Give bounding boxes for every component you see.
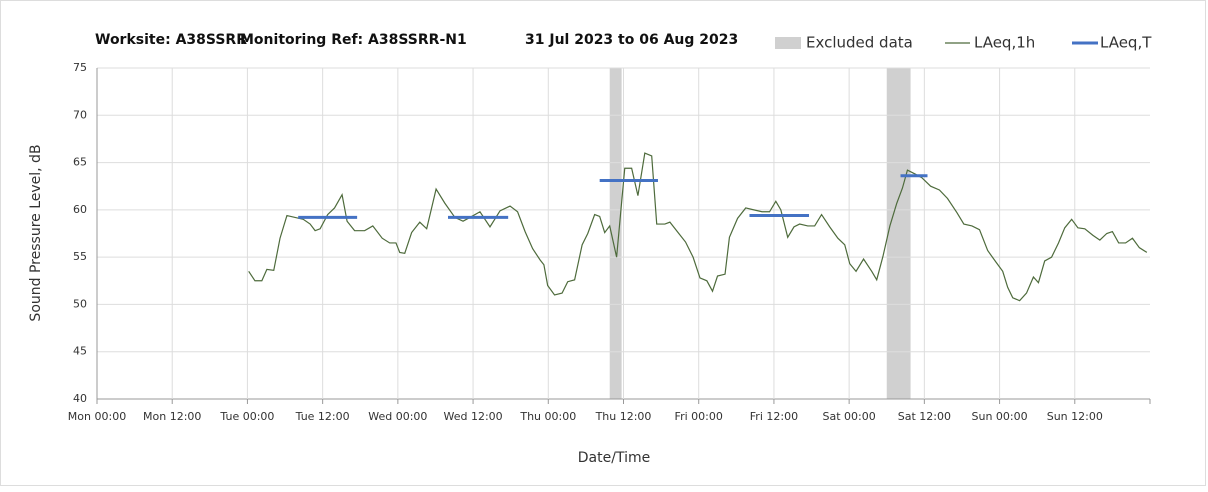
x-tick-label: Fri 12:00	[750, 410, 798, 423]
laeq-t-line	[298, 174, 928, 219]
title-worksite: Worksite: A38SSRR	[95, 32, 247, 48]
x-tick-label: Fri 00:00	[675, 410, 723, 423]
legend-swatch	[775, 37, 801, 49]
y-axis-label: Sound Pressure Level, dB	[28, 144, 44, 321]
legend-label: LAeq,T	[1100, 34, 1152, 52]
x-tick-label: Thu 12:00	[595, 410, 652, 423]
y-tick-label: 40	[73, 392, 87, 405]
y-tick-label: 55	[73, 250, 87, 263]
excluded-band	[609, 68, 622, 399]
y-tick-label: 75	[73, 61, 87, 74]
x-tick-label: Thu 00:00	[519, 410, 576, 423]
x-tick-label: Mon 00:00	[68, 410, 126, 423]
x-tick-label: Wed 00:00	[368, 410, 427, 423]
y-tick-label: 60	[73, 203, 87, 216]
excluded-band	[886, 68, 911, 399]
y-tick-label: 50	[73, 297, 87, 310]
x-tick-label: Sat 00:00	[823, 410, 876, 423]
x-tick-label: Sun 12:00	[1047, 410, 1103, 423]
y-tick-label: 65	[73, 156, 87, 169]
y-tick-label: 70	[73, 108, 87, 121]
x-tick-label: Sat 12:00	[898, 410, 951, 423]
legend-label: LAeq,1h	[974, 34, 1035, 52]
x-tick-label: Wed 12:00	[443, 410, 502, 423]
x-tick-label: Mon 12:00	[143, 410, 201, 423]
x-axis-label: Date/Time	[578, 450, 650, 466]
title-dates: 31 Jul 2023 to 06 Aug 2023	[525, 32, 738, 48]
x-tick-label: Tue 00:00	[219, 410, 274, 423]
title-ref: Monitoring Ref: A38SSRR-N1	[240, 32, 467, 48]
x-tick-label: Sun 00:00	[972, 410, 1028, 423]
laeq-1h-line	[248, 152, 1148, 302]
x-tick-label: Tue 12:00	[295, 410, 350, 423]
y-tick-label: 45	[73, 345, 87, 358]
legend-label: Excluded data	[806, 34, 913, 52]
